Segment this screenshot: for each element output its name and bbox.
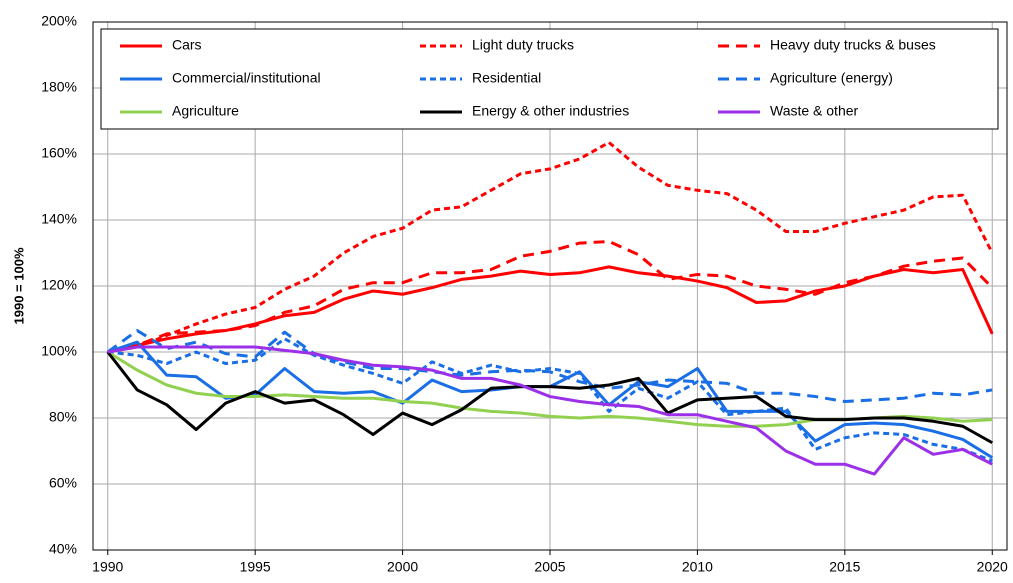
x-tick-label: 2020 bbox=[977, 559, 1008, 575]
series-line bbox=[107, 345, 993, 476]
legend-label: Cars bbox=[172, 37, 202, 53]
plot-frame bbox=[92, 21, 1008, 551]
y-tick-label: 200% bbox=[41, 13, 77, 29]
series-line bbox=[107, 265, 994, 354]
legend-label: Energy & other industries bbox=[472, 103, 629, 119]
x-tick-label: 2005 bbox=[534, 559, 565, 575]
x-tick-label: 2010 bbox=[682, 559, 713, 575]
legend-box bbox=[100, 28, 999, 130]
legend-label: Residential bbox=[472, 70, 541, 86]
y-tick-label: 80% bbox=[49, 409, 77, 425]
y-tick-label: 60% bbox=[49, 475, 77, 491]
series-line bbox=[106, 351, 993, 445]
legend-label: Light duty trucks bbox=[472, 37, 574, 53]
x-tick-label: 1995 bbox=[240, 559, 271, 575]
y-axis-label: 1990 = 100% bbox=[11, 247, 26, 324]
x-tick-label: 1990 bbox=[92, 559, 123, 575]
y-tick-label: 180% bbox=[41, 79, 77, 95]
y-tick-label: 120% bbox=[41, 277, 77, 293]
series-line bbox=[106, 329, 993, 403]
y-tick-label: 160% bbox=[41, 145, 77, 161]
legend-label: Commercial/institutional bbox=[172, 70, 321, 86]
y-tick-label: 40% bbox=[49, 541, 77, 557]
x-tick-label: 2015 bbox=[829, 559, 860, 575]
series-line bbox=[107, 337, 993, 463]
series-line bbox=[107, 239, 994, 354]
legend-label: Agriculture bbox=[172, 103, 239, 119]
series-line bbox=[107, 140, 994, 354]
y-tick-label: 100% bbox=[41, 343, 77, 359]
x-tick-label: 2000 bbox=[387, 559, 418, 575]
y-tick-label: 140% bbox=[41, 211, 77, 227]
legend-label: Agriculture (energy) bbox=[770, 70, 893, 86]
legend-label: Heavy duty trucks & buses bbox=[770, 37, 936, 53]
legend-label: Waste & other bbox=[770, 103, 859, 119]
